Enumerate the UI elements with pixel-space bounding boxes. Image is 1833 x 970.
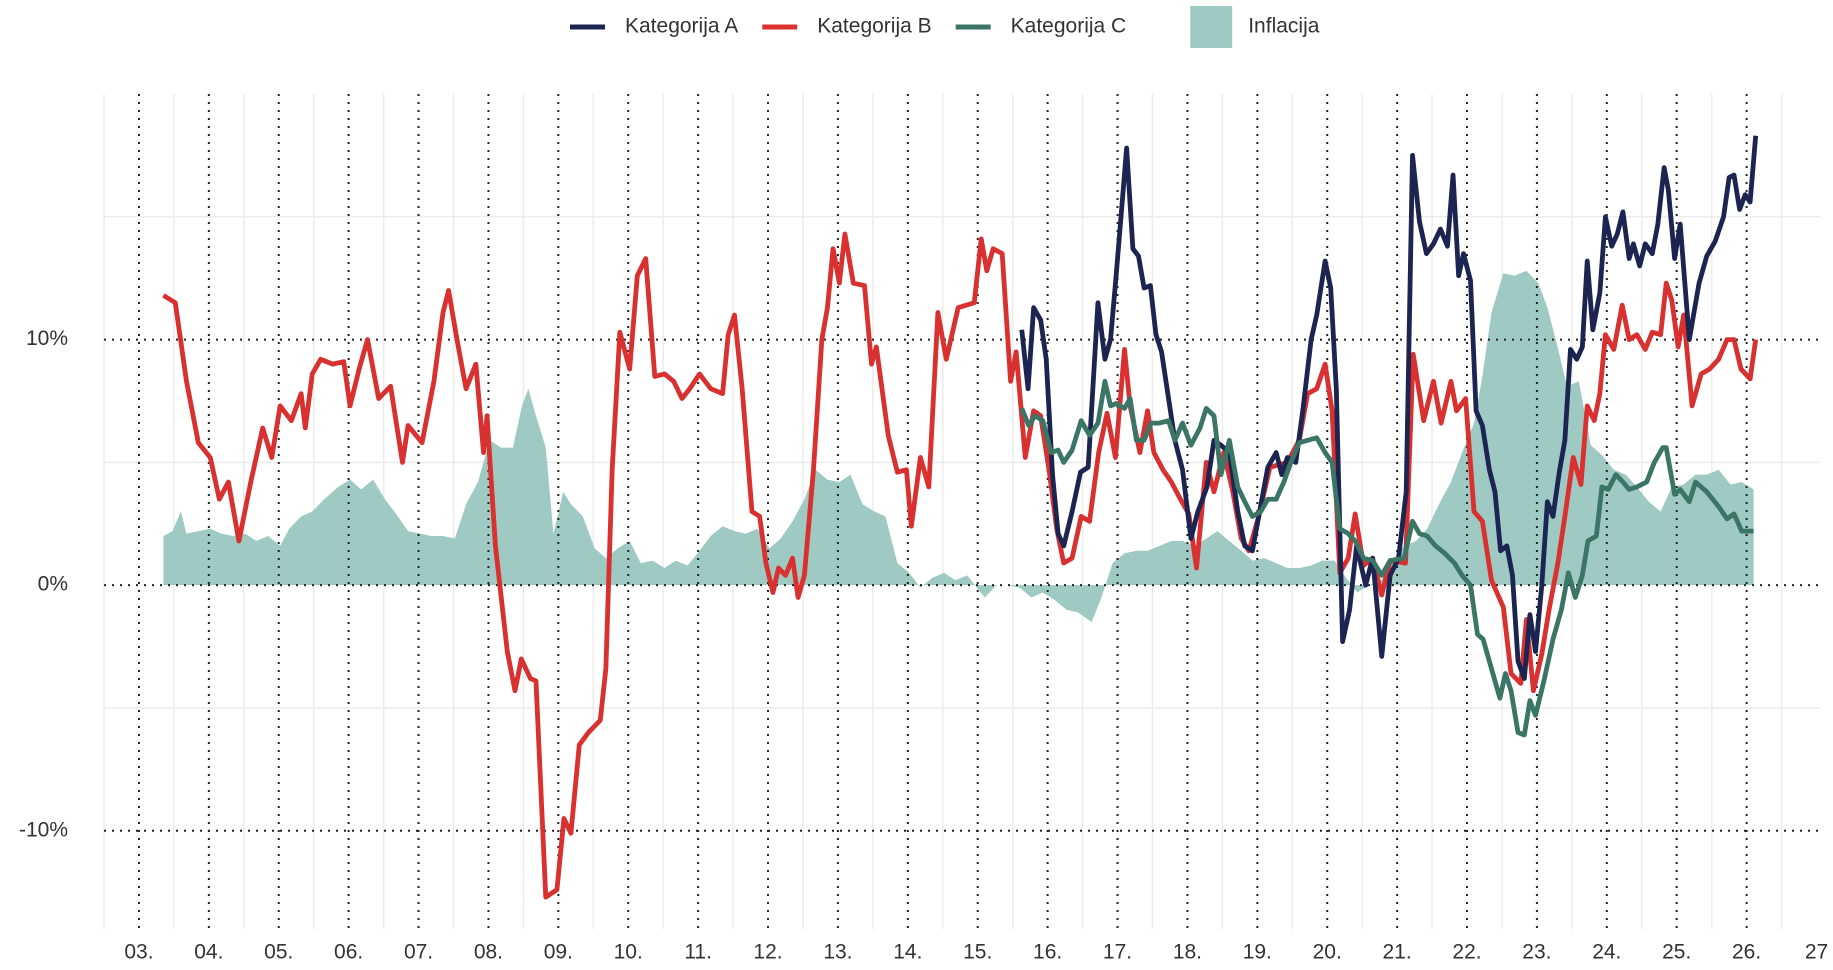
x-tick-label: 14. (893, 941, 922, 964)
x-tick-label: 11. (684, 941, 712, 964)
x-tick-label: 22. (1452, 941, 1481, 964)
x-tick-label: 16. (1033, 941, 1062, 964)
x-tick-label: 15. (963, 941, 992, 964)
y-tick-label: -10% (19, 818, 68, 841)
x-tick-label: 17. (1103, 941, 1132, 964)
legend: Kategorija A Kategorija B Kategorija C Infl… (570, 6, 1320, 48)
x-tick-label: 27 (1805, 941, 1828, 964)
line (162, 231, 1759, 900)
y-tick-label: 10% (26, 327, 68, 350)
x-tick-label: 19. (1243, 941, 1272, 964)
x-tick-label: 04. (194, 941, 223, 964)
area (163, 270, 1754, 623)
x-tick-label: 24. (1592, 941, 1621, 964)
x-tick-label: 03. (124, 941, 153, 964)
y-tick-label: 0% (38, 573, 68, 596)
x-tick-label: 21. (1383, 941, 1412, 964)
line (1019, 378, 1754, 738)
x-tick-label: 08. (474, 941, 503, 964)
x-tick-label: 13. (823, 941, 852, 964)
legend-label: Kategorija C (1011, 15, 1127, 38)
legend-label: Kategorija B (817, 15, 931, 38)
x-tick-label: 23. (1522, 941, 1551, 964)
x-tick-label: 10. (614, 941, 643, 964)
legend-label: Inflacija (1248, 15, 1320, 38)
x-tick-label: 18. (1173, 941, 1202, 964)
legend-swatch (1190, 6, 1233, 48)
x-tick-label: 25. (1662, 941, 1691, 964)
x-tick-label: 12. (753, 941, 782, 964)
line (1019, 135, 1759, 681)
x-tick-label: 09. (544, 941, 573, 964)
legend-label: Kategorija A (625, 15, 738, 38)
x-tick-label: 05. (264, 941, 293, 964)
x-tick-label: 26. (1732, 941, 1761, 964)
x-tick-label: 07. (404, 941, 433, 964)
x-tick-label: 06. (334, 941, 363, 964)
x-tick-label: 20. (1313, 941, 1342, 964)
